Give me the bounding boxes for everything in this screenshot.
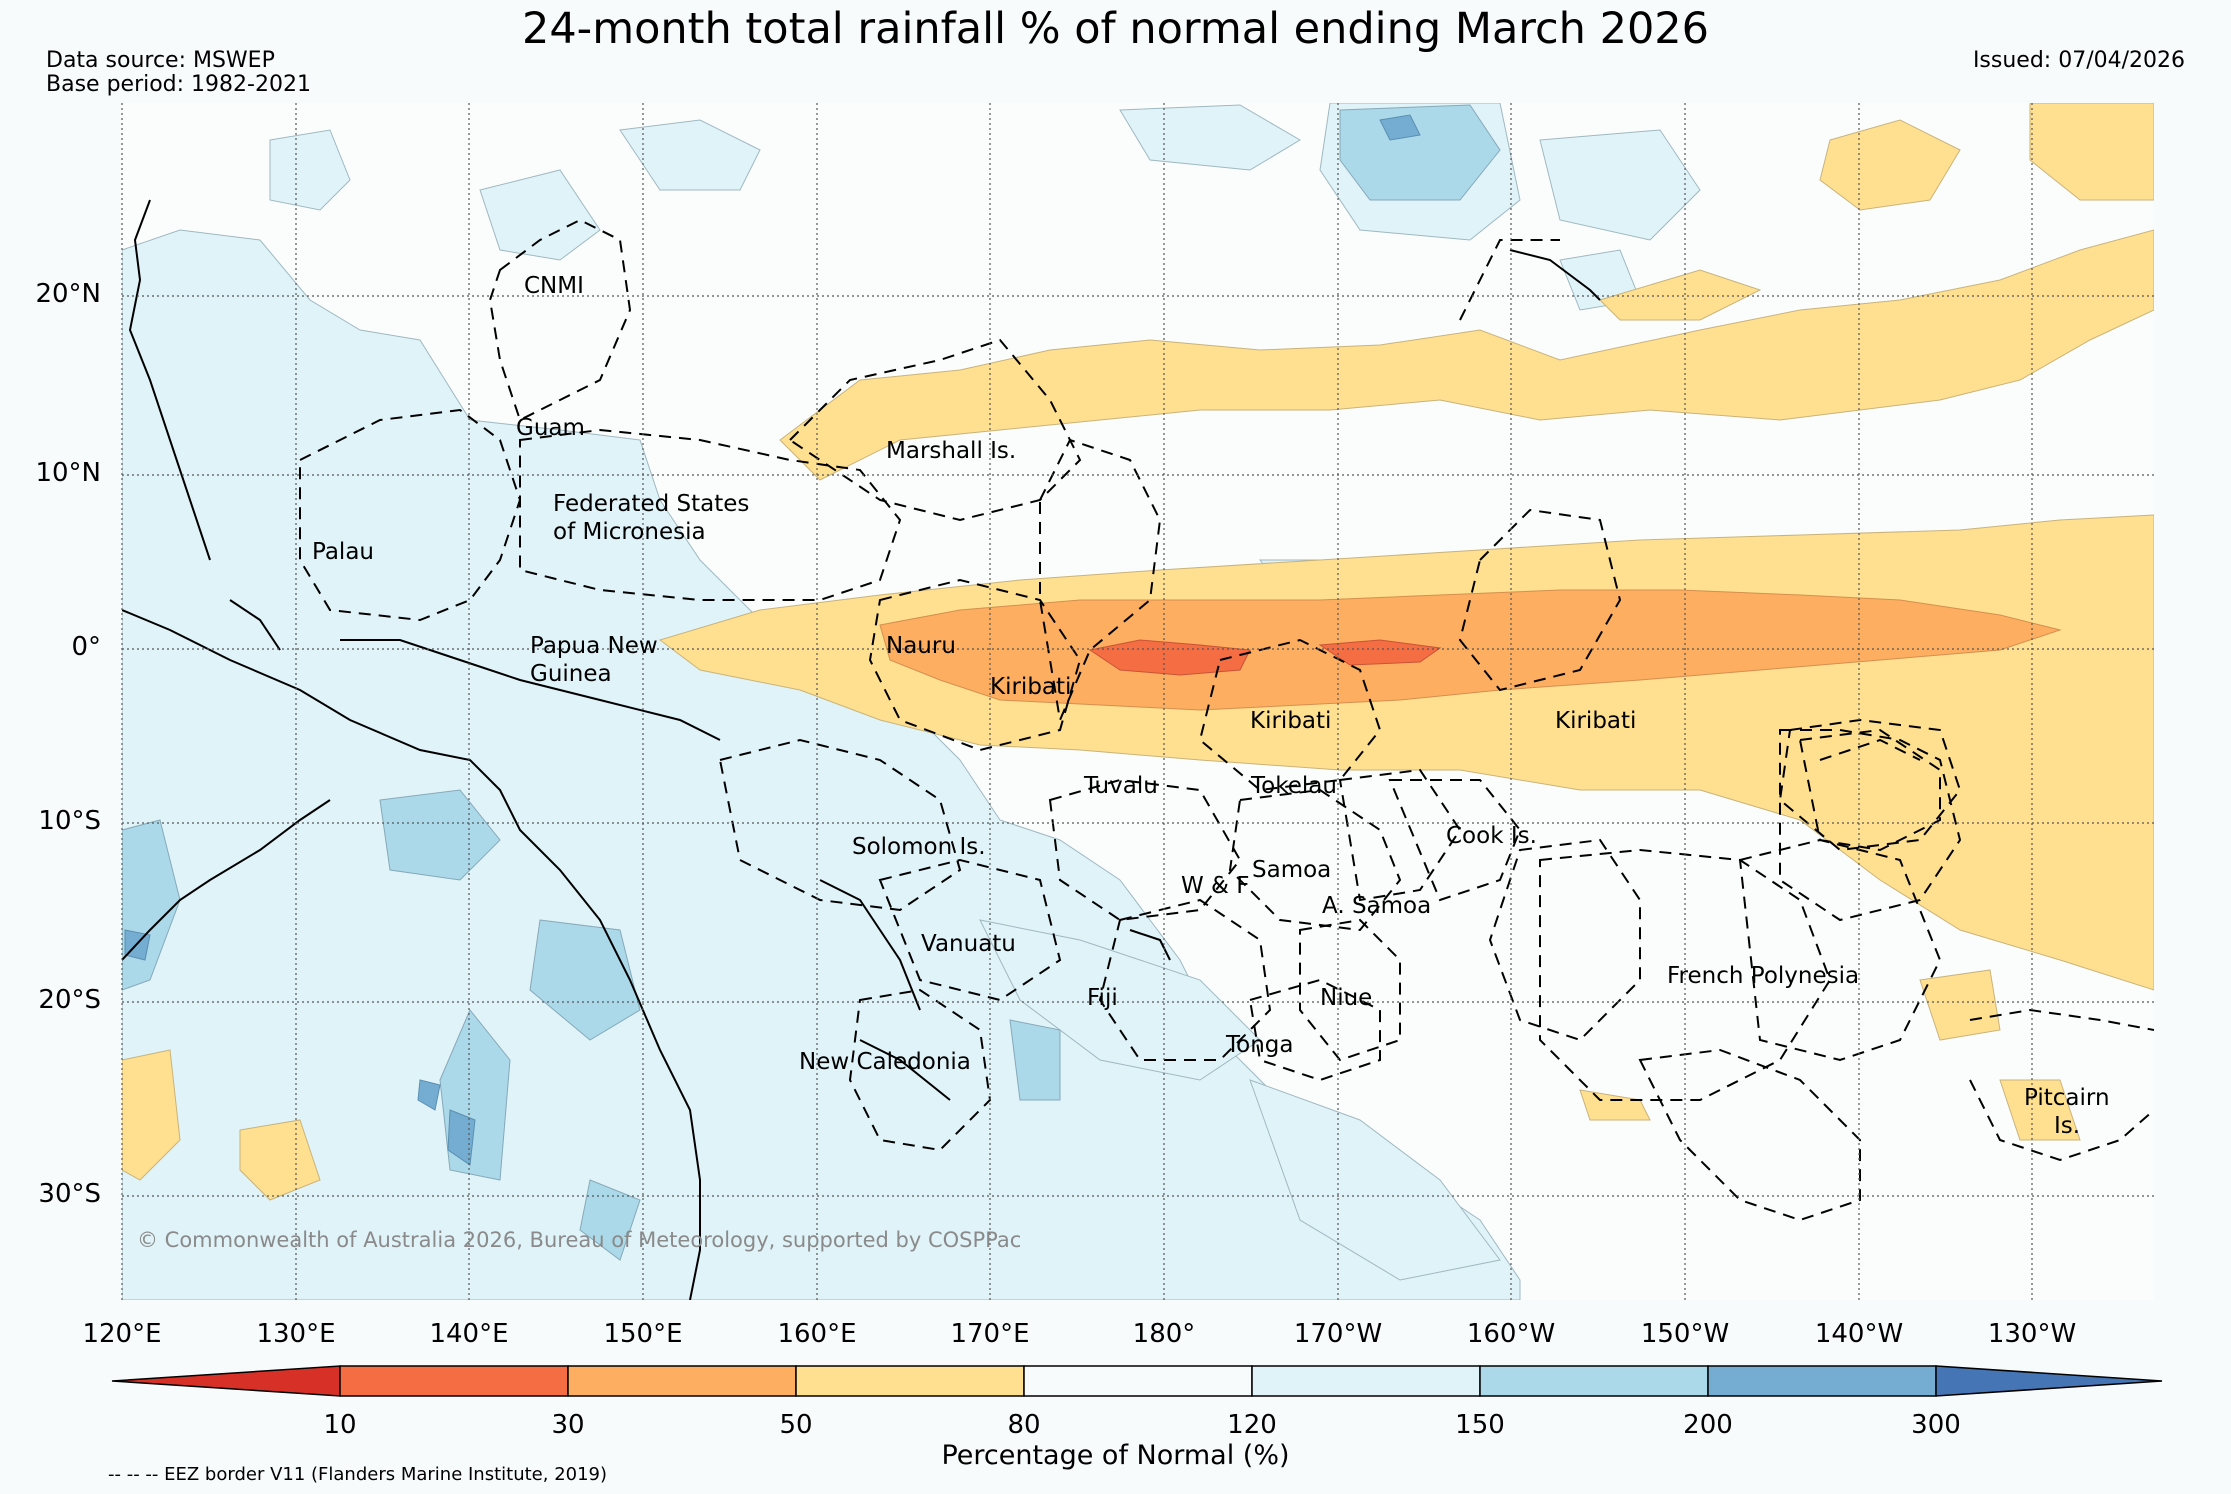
place-label-cook: Cook Is. <box>1446 823 1537 849</box>
lon-label-140e: 140°E <box>429 1319 509 1349</box>
colorbar-bin-80-120 <box>1023 1365 1253 1397</box>
lon-label-170e: 170°E <box>950 1319 1030 1349</box>
place-label-samoa: Samoa <box>1252 857 1332 883</box>
lat-label-30s: 30°S <box>38 1179 101 1209</box>
place-label-fiji: Fiji <box>1087 985 1118 1011</box>
colorbar-bin-120-150 <box>1251 1365 1481 1397</box>
colorbar-tick-200: 200 <box>1683 1410 1733 1440</box>
place-label-tonga: Tonga <box>1226 1032 1294 1058</box>
place-label-kiribati-east: Kiribati <box>1555 708 1637 734</box>
colorbar-extend-high <box>1935 1365 2163 1397</box>
eez-borders <box>299 218 2154 1222</box>
data-source-label: Data source: MSWEP <box>46 48 275 73</box>
base-period-label: Base period: 1982-2021 <box>46 72 311 97</box>
lon-label-130e: 130°E <box>256 1319 336 1349</box>
place-label-palau: Palau <box>312 539 374 565</box>
map-title: 24-month total rainfall % of normal endi… <box>521 4 1710 54</box>
lon-label-180: 180° <box>1132 1319 1196 1349</box>
colorbar-extend-low <box>111 1365 341 1397</box>
lat-label-10s: 10°S <box>38 806 101 836</box>
lat-label-20s: 20°S <box>38 985 101 1015</box>
very-much-above-normal-regions <box>124 114 1421 1166</box>
issued-date-label: Issued: 07/04/2026 <box>1972 48 2185 73</box>
colorbar-tick-80: 80 <box>1007 1410 1041 1440</box>
place-label-png-line2: Guinea <box>530 661 612 687</box>
well-above-normal-regions <box>122 104 1501 1261</box>
lon-label-130w: 130°W <box>1987 1319 2077 1349</box>
coastlines <box>122 199 1601 1300</box>
colorbar-tick-10: 10 <box>323 1410 357 1440</box>
place-label-pitcairn-line2: Is. <box>2054 1113 2081 1139</box>
gridlines <box>121 103 2154 1300</box>
lon-label-150w: 150°W <box>1640 1319 1730 1349</box>
place-label-wf: W & F <box>1181 873 1250 899</box>
lat-label-20n: 20°N <box>35 279 101 309</box>
place-label-fsm-line1: Federated States <box>553 491 750 517</box>
eez-border-note: -- -- -- EEZ border V11 (Flanders Marine… <box>108 1464 608 1485</box>
colorbar-bin-10-30 <box>339 1365 569 1397</box>
place-label-kiribati-central: Kiribati <box>1250 708 1332 734</box>
colorbar-tick-50: 50 <box>779 1410 813 1440</box>
colorbar-tick-150: 150 <box>1455 1410 1505 1440</box>
well-below-normal-regions <box>879 589 2062 711</box>
colorbar-bin-150-200 <box>1479 1365 1709 1397</box>
place-label-fsm-line2: of Micronesia <box>553 519 706 545</box>
place-label-marshall: Marshall Is. <box>886 438 1017 464</box>
place-label-cnmi: CNMI <box>524 273 584 299</box>
lon-label-140w: 140°W <box>1814 1319 1904 1349</box>
colorbar-bin-30-50 <box>567 1365 797 1397</box>
place-label-tokelau: Tokelau <box>1251 773 1337 799</box>
lon-label-170w: 170°W <box>1293 1319 1383 1349</box>
lat-label-10n: 10°N <box>35 458 101 488</box>
colorbar <box>111 1365 2163 1397</box>
lat-label-0: 0° <box>71 632 101 662</box>
lon-label-160e: 160°E <box>777 1319 857 1349</box>
place-label-niue: Niue <box>1320 985 1373 1011</box>
colorbar-bin-50-80 <box>795 1365 1025 1397</box>
very-much-below-normal-regions <box>1088 639 1442 676</box>
place-label-new-caledonia: New Caledonia <box>799 1049 971 1075</box>
colorbar-tick-300: 300 <box>1911 1410 1961 1440</box>
place-label-png-line1: Papua New <box>530 633 658 659</box>
place-label-guam: Guam <box>516 415 585 441</box>
copyright-credit: © Commonwealth of Australia 2026, Bureau… <box>137 1228 1022 1252</box>
lon-label-150e: 150°E <box>603 1319 683 1349</box>
colorbar-tick-30: 30 <box>551 1410 585 1440</box>
colorbar-label: Percentage of Normal (%) <box>941 1440 1290 1471</box>
place-label-solomon: Solomon Is. <box>852 834 986 860</box>
place-label-kiribati-west: Kiribati <box>990 674 1072 700</box>
colorbar-bin-200-300 <box>1707 1365 1937 1397</box>
place-label-pitcairn-line1: Pitcairn <box>2024 1085 2110 1111</box>
colorbar-tick-120: 120 <box>1227 1410 1277 1440</box>
place-label-vanuatu: Vanuatu <box>921 931 1016 957</box>
place-label-nauru: Nauru <box>886 633 956 659</box>
place-label-tuvalu: Tuvalu <box>1084 773 1158 799</box>
lon-label-160w: 160°W <box>1466 1319 1556 1349</box>
place-label-asamoa: A. Samoa <box>1322 893 1432 919</box>
place-label-french-polynesia: French Polynesia <box>1667 963 1860 989</box>
lon-label-120e: 120°E <box>82 1319 162 1349</box>
